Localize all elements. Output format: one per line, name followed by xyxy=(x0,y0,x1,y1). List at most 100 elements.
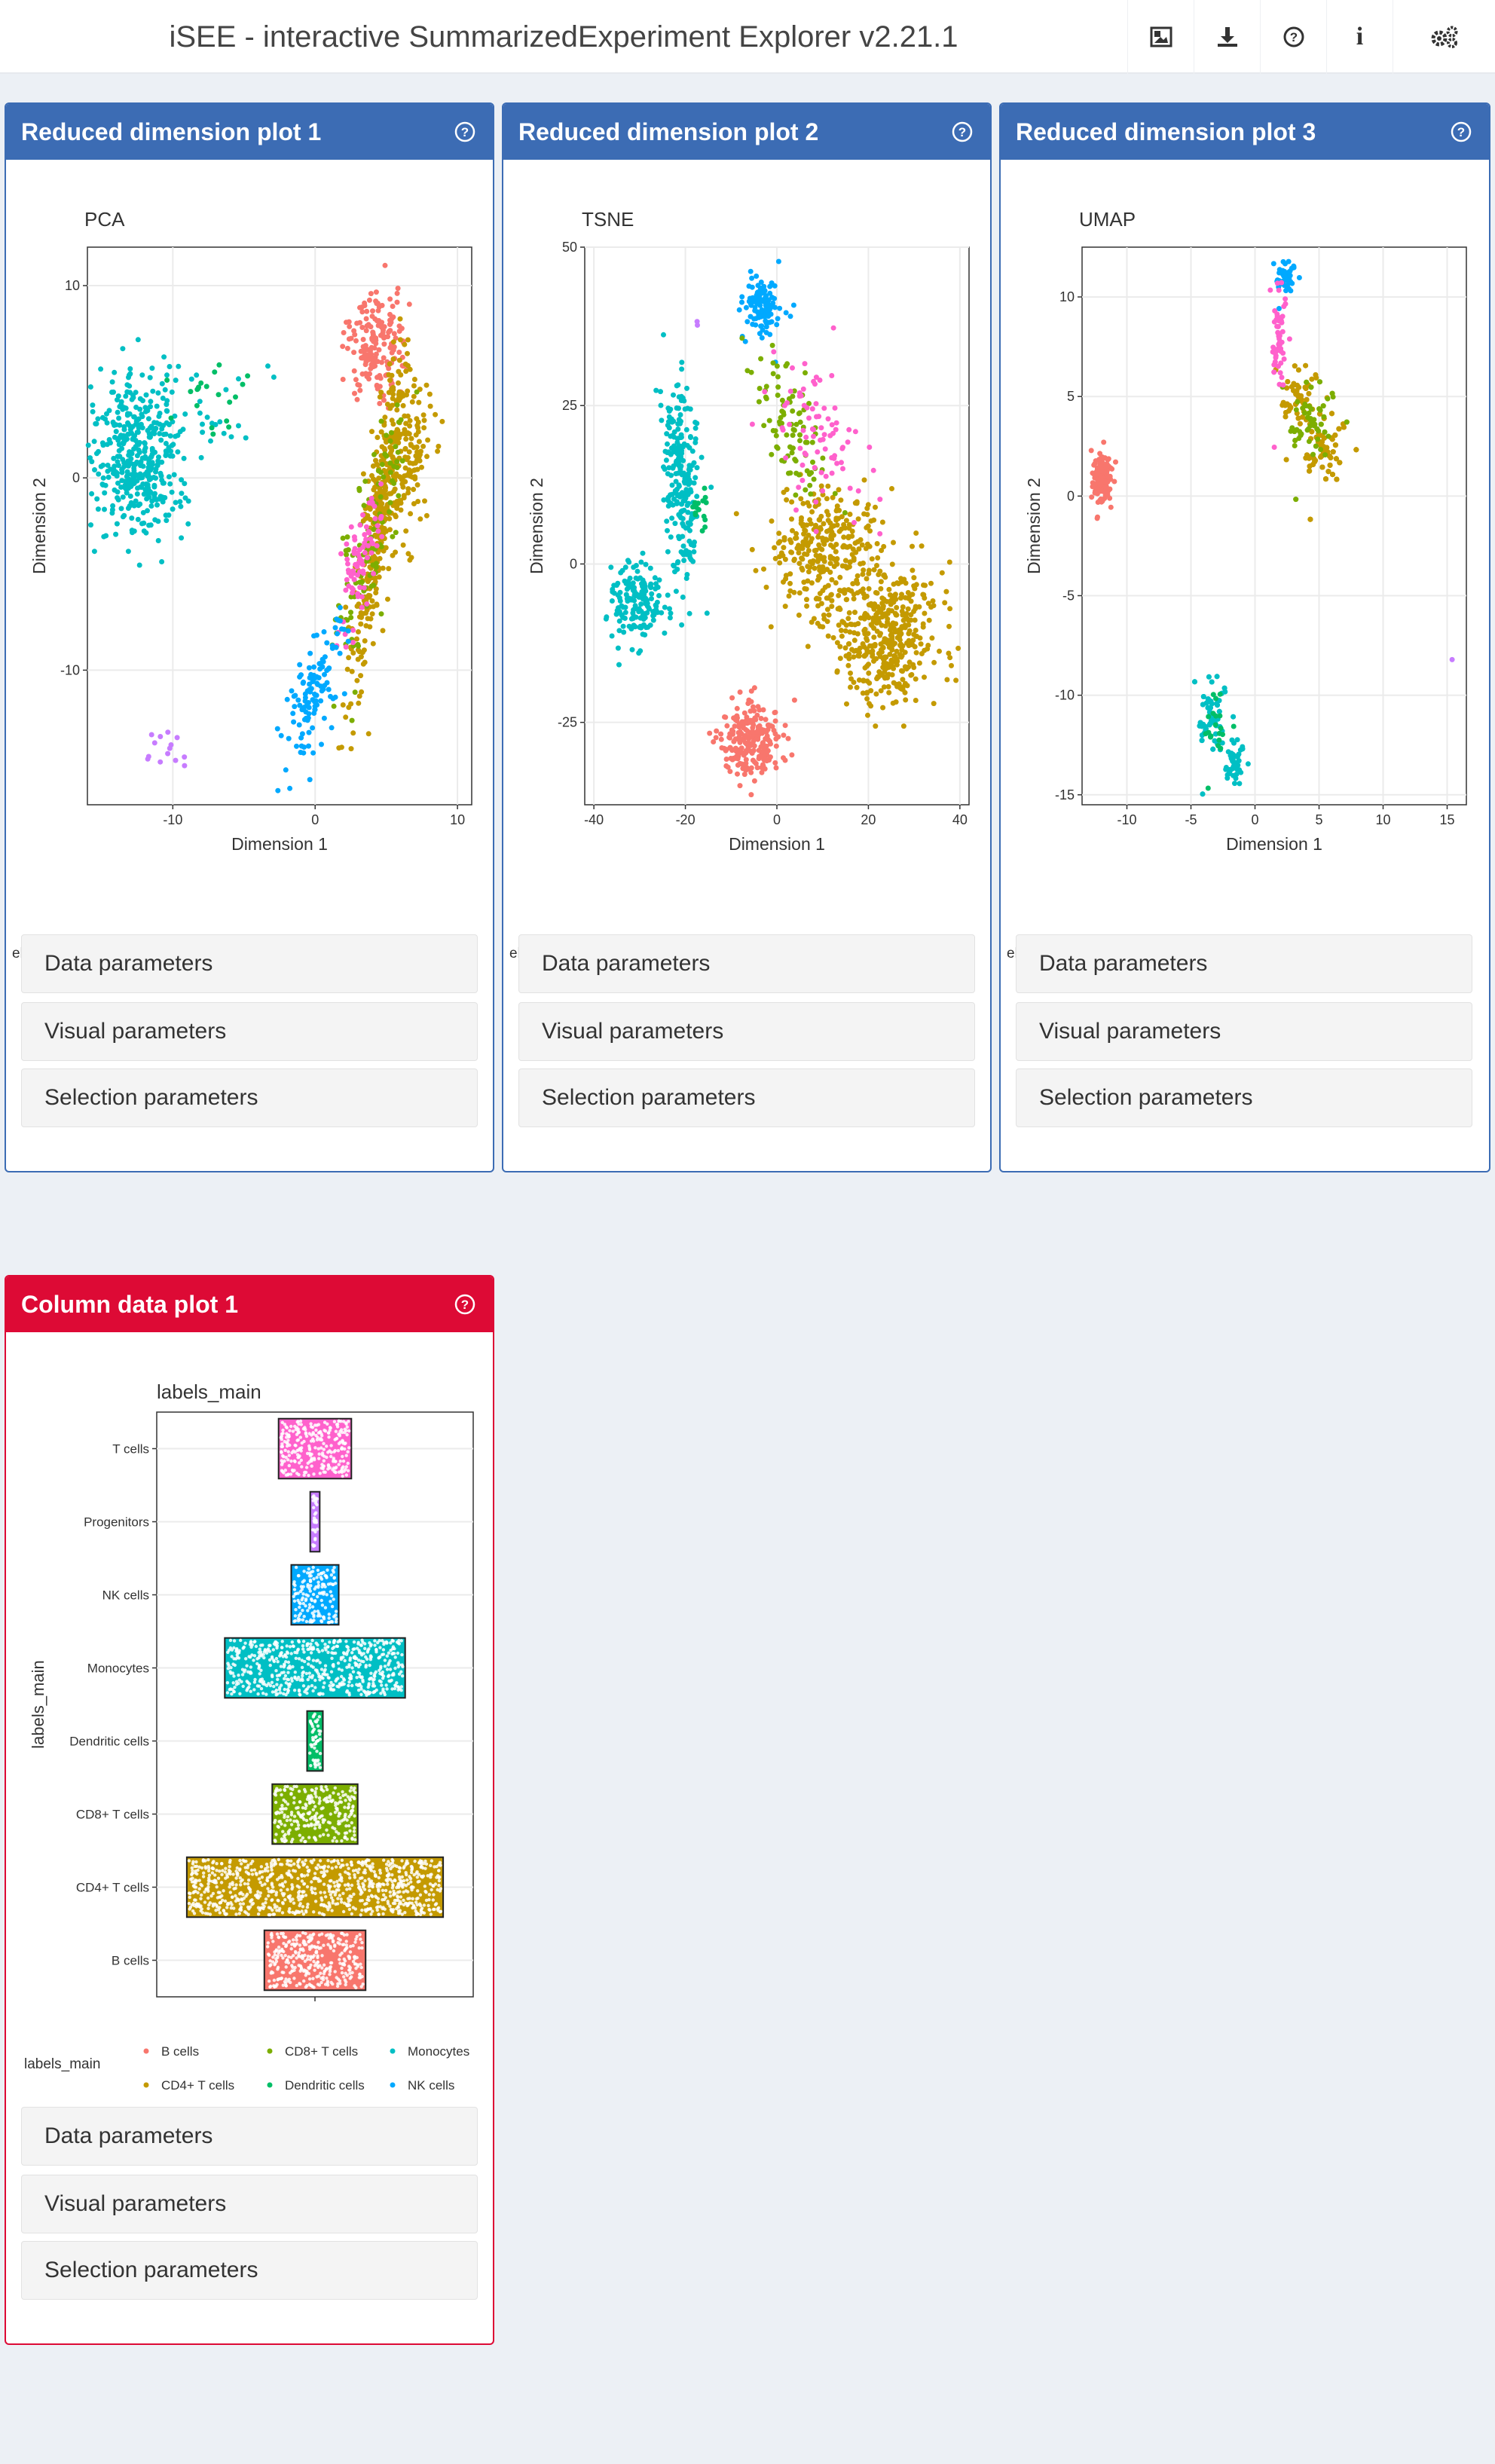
data-point xyxy=(1292,438,1298,443)
data-point xyxy=(164,408,170,414)
data-point xyxy=(860,690,866,696)
data-point xyxy=(854,500,860,506)
data-point xyxy=(1105,475,1111,480)
data-parameters-accordion[interactable]: Data parameters xyxy=(1016,934,1472,993)
selection-parameters-accordion[interactable]: Selection parameters xyxy=(21,1068,478,1127)
data-point xyxy=(638,608,644,614)
data-point xyxy=(134,430,140,436)
data-point xyxy=(692,500,698,506)
data-point xyxy=(864,648,870,654)
data-point xyxy=(809,580,815,586)
question-icon[interactable]: ? xyxy=(1450,121,1472,143)
data-point xyxy=(1322,429,1328,435)
data-point xyxy=(681,478,687,485)
data-point xyxy=(298,743,304,749)
column-data-plot[interactable]: labels_main T cells Progenitors NK cells Mon… xyxy=(12,1344,488,2173)
data-point xyxy=(298,735,304,741)
umap-plot[interactable]: UMAP -10 -5 0 5 10 15 -15 -10 -5 0 5 10 Dimension 1 Di… xyxy=(1007,172,1483,1001)
data-point xyxy=(860,641,866,647)
data-point xyxy=(411,487,417,492)
data-point xyxy=(1095,514,1100,520)
selection-parameters-accordion[interactable]: Selection parameters xyxy=(518,1068,975,1127)
visual-parameters-accordion[interactable]: Visual parameters xyxy=(1016,1002,1472,1061)
data-point xyxy=(307,1446,311,1450)
visual-parameters-accordion[interactable]: Visual parameters xyxy=(21,1002,478,1061)
data-point xyxy=(775,445,781,451)
data-point xyxy=(325,1444,329,1448)
data-point xyxy=(360,661,366,667)
data-point xyxy=(203,384,209,390)
data-point xyxy=(341,1454,344,1459)
data-point xyxy=(761,566,766,572)
data-point xyxy=(894,648,900,654)
data-point xyxy=(772,304,778,310)
data-point xyxy=(615,645,621,651)
data-point xyxy=(306,1609,310,1613)
tsne-plot[interactable]: TSNE -40 -20 0 20 40 -25 0 25 50 Dimension 1 Dimens… xyxy=(509,172,986,1001)
data-point xyxy=(741,710,748,716)
data-point xyxy=(226,1667,231,1671)
data-point xyxy=(343,587,349,593)
data-point xyxy=(830,325,836,331)
question-icon[interactable]: ? xyxy=(951,121,974,143)
data-point xyxy=(309,1584,313,1588)
data-point xyxy=(791,427,797,433)
data-point xyxy=(882,636,888,642)
help-button[interactable]: ? xyxy=(1260,0,1326,74)
question-icon[interactable]: ? xyxy=(454,121,476,143)
data-point xyxy=(913,628,919,633)
data-point xyxy=(799,567,806,573)
data-point xyxy=(899,592,904,598)
data-point xyxy=(770,371,776,377)
data-point xyxy=(1213,695,1218,702)
data-point xyxy=(854,684,860,690)
data-point xyxy=(326,1431,331,1435)
data-point xyxy=(90,402,96,408)
data-point xyxy=(304,1593,308,1597)
data-point xyxy=(1237,747,1243,753)
data-point xyxy=(168,415,174,421)
data-point xyxy=(343,1658,347,1663)
data-point xyxy=(879,614,885,620)
data-point xyxy=(891,540,896,546)
visual-parameters-accordion[interactable]: Visual parameters xyxy=(518,1002,975,1061)
data-point xyxy=(95,416,101,422)
data-point xyxy=(836,592,842,598)
data-point xyxy=(746,283,752,289)
data-point xyxy=(337,1463,341,1466)
data-point xyxy=(1283,296,1289,302)
data-parameters-accordion[interactable]: Data parameters xyxy=(518,934,975,993)
data-point xyxy=(731,738,737,744)
data-point xyxy=(354,636,359,642)
data-point xyxy=(833,515,839,521)
data-point xyxy=(759,765,765,771)
data-point xyxy=(396,493,402,499)
settings-button[interactable] xyxy=(1393,0,1495,74)
data-point xyxy=(185,521,191,527)
data-point xyxy=(161,423,167,429)
data-point xyxy=(388,1658,392,1663)
data-point xyxy=(1327,462,1333,468)
question-icon[interactable]: ? xyxy=(454,1293,476,1316)
info-button[interactable]: i xyxy=(1326,0,1393,74)
selection-parameters-accordion[interactable]: Selection parameters xyxy=(1016,1068,1472,1127)
data-point xyxy=(356,629,361,634)
data-point xyxy=(359,325,365,330)
data-point xyxy=(810,459,815,465)
data-point xyxy=(322,1459,326,1463)
data-point xyxy=(751,722,757,728)
data-point xyxy=(130,530,135,536)
data-point xyxy=(756,314,762,320)
data-point xyxy=(1307,423,1313,429)
data-point xyxy=(405,490,411,496)
data-point xyxy=(114,473,120,479)
data-point xyxy=(209,425,215,431)
data-point xyxy=(789,445,795,451)
data-point xyxy=(680,595,686,600)
data-parameters-accordion[interactable]: Data parameters xyxy=(21,934,478,993)
download-button[interactable] xyxy=(1194,0,1260,74)
data-point xyxy=(875,555,881,561)
data-point xyxy=(142,447,148,453)
export-image-button[interactable] xyxy=(1127,0,1194,74)
